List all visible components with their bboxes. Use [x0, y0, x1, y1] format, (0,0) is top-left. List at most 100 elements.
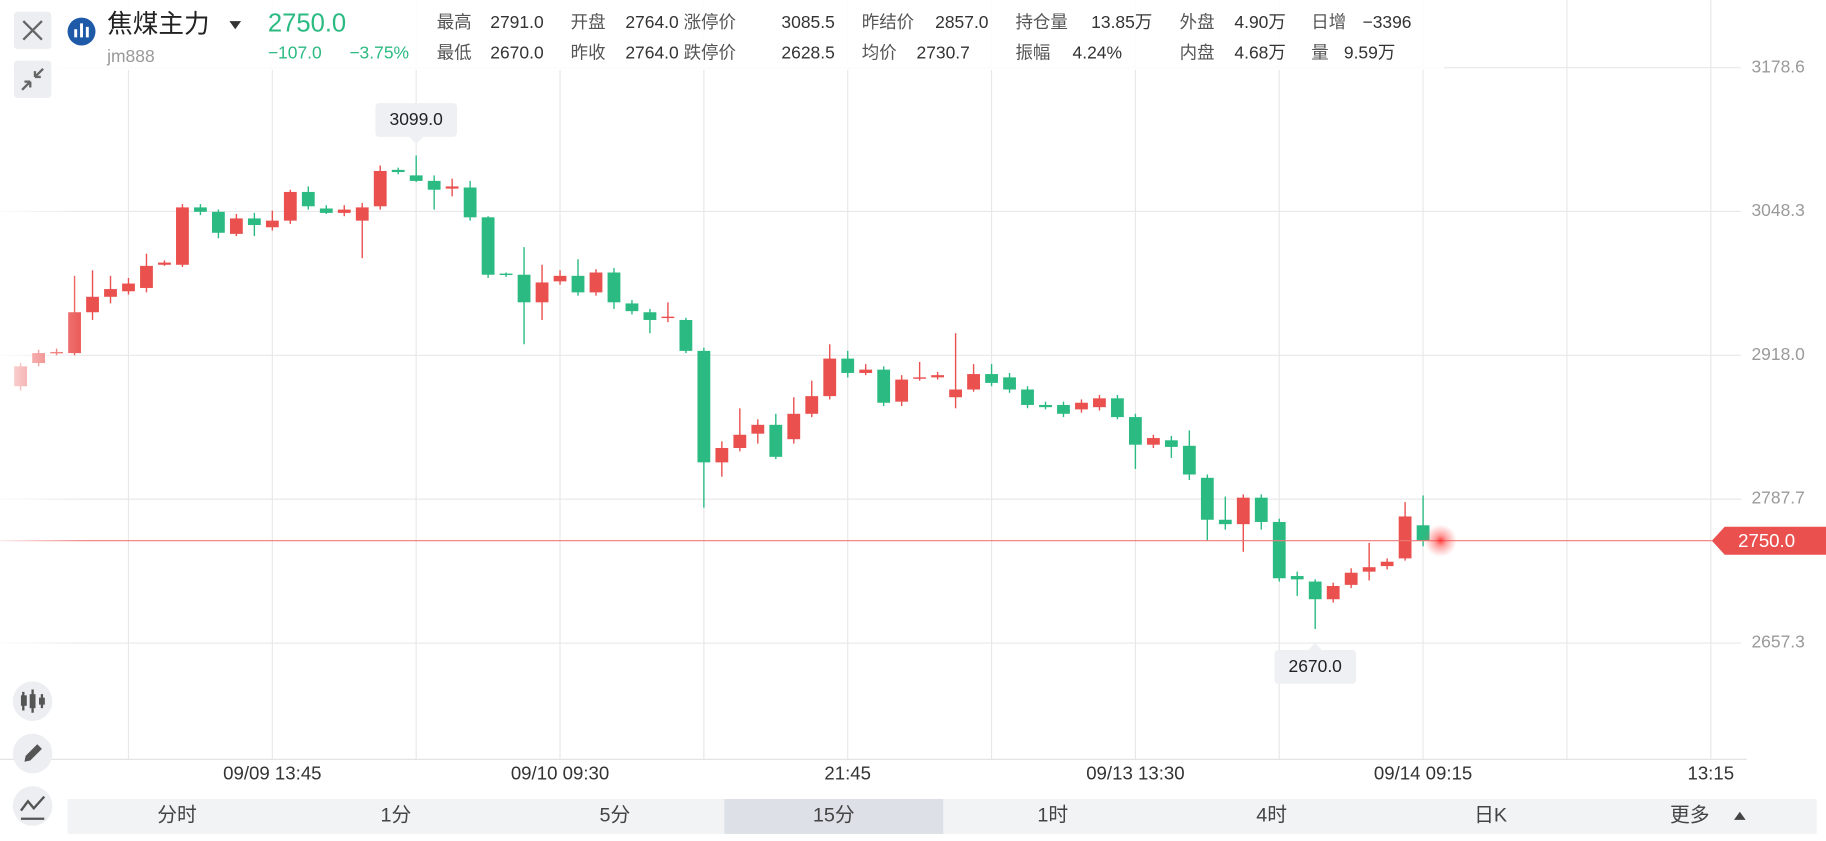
- candle-body: [733, 434, 747, 449]
- candle-body: [697, 350, 711, 463]
- candle-body: [1075, 402, 1088, 410]
- y-tick-label: 2918.0: [1751, 344, 1805, 364]
- period-tab[interactable]: 更多: [1670, 805, 1710, 827]
- extreme-label: 3099.0: [389, 109, 443, 129]
- header: 焦煤主力 jm888 2750.0 −107.0 −3.75% 最高 2791.0…: [0, 0, 1445, 98]
- stat-label: 涨停价: [684, 12, 736, 32]
- candle-body: [1398, 516, 1412, 559]
- candle-body: [229, 218, 243, 234]
- candle-body: [679, 319, 693, 351]
- candle-body: [445, 186, 459, 189]
- stat-value: 2670.0: [490, 42, 544, 62]
- stat-value: 9.59万: [1344, 42, 1395, 62]
- stat-value: 2791.0: [490, 12, 544, 32]
- candle-body: [194, 207, 207, 212]
- candle-body: [337, 209, 351, 213]
- candle-body: [319, 208, 333, 213]
- price-change-pct: −3.75%: [349, 42, 409, 62]
- candle-body: [589, 272, 603, 293]
- symbol-name[interactable]: 焦煤主力: [107, 9, 209, 38]
- candle-body: [841, 358, 855, 373]
- candle-body: [1182, 445, 1196, 475]
- extreme-pointer: [1308, 643, 1323, 650]
- candle-body: [931, 375, 945, 378]
- x-tick-label: 13:15: [1687, 762, 1734, 783]
- candle-body: [643, 312, 657, 320]
- candle-body: [140, 265, 153, 288]
- period-tab[interactable]: 15分: [813, 805, 855, 827]
- stat-label: 均价: [862, 42, 897, 62]
- stat-label: 最低: [437, 42, 472, 62]
- plot-area: 3178.6 3048.3 2918.0 2787.7 2657.3 09/09 13:4…: [0, 0, 1826, 783]
- stat-value: −3396: [1363, 12, 1412, 32]
- left-toolbar: [12, 681, 53, 826]
- y-tick-label: 3178.6: [1751, 56, 1804, 76]
- candle-body: [1218, 519, 1232, 525]
- candle-body: [211, 211, 225, 233]
- stat-label: 最高: [437, 12, 472, 32]
- tool-candles-icon-body: [39, 697, 45, 705]
- candle-body: [427, 180, 441, 190]
- last-price-label: 2750.0: [1738, 530, 1795, 551]
- candle-body: [1021, 389, 1034, 405]
- x-tick-label: 09/10 09:30: [511, 762, 609, 783]
- y-tick-label: 2657.3: [1751, 632, 1804, 652]
- symbol-dropdown[interactable]: [229, 21, 242, 30]
- period-tabs: 分时 1分 5分 15分 1时 4时 日K 更多: [67, 798, 1817, 834]
- period-tab[interactable]: 1分: [381, 805, 412, 827]
- candle-body: [535, 282, 549, 303]
- candle-body: [1308, 581, 1322, 600]
- candle-body: [1003, 377, 1016, 390]
- stat-value: 2628.5: [781, 42, 834, 62]
- last-price-glow: [1424, 524, 1457, 558]
- tool-candles-icon-body: [29, 694, 36, 709]
- candle-body: [1290, 576, 1304, 580]
- last-price-tag: [1711, 526, 1826, 555]
- candle-body: [787, 413, 801, 440]
- close-icon: [22, 20, 43, 41]
- more-arrow[interactable]: [1734, 811, 1746, 820]
- symbol-code: jm888: [106, 46, 155, 66]
- stat-label: 量: [1311, 42, 1328, 62]
- stat-label: 昨收: [571, 42, 606, 62]
- candle-body: [1272, 521, 1286, 579]
- period-tab[interactable]: 日K: [1474, 805, 1507, 827]
- stat-value: 4.24%: [1073, 42, 1123, 62]
- x-tick-label: 09/14 09:15: [1374, 762, 1472, 783]
- stat-value: 2764.0: [625, 12, 679, 32]
- period-tab[interactable]: 分时: [157, 805, 197, 827]
- candle-body: [1362, 567, 1376, 572]
- candle-body: [1236, 497, 1250, 525]
- price-change: −107.0: [268, 42, 322, 62]
- candle-body: [104, 289, 117, 297]
- stats: 最高 2791.0 开盘 2764.0 涨停价 3085.5 昨结价 2857.0 持仓量 13.…: [437, 12, 1412, 62]
- stat-label: 日增: [1311, 12, 1346, 32]
- collapse-icon: [21, 67, 44, 91]
- tool-candles-icon-body: [20, 695, 27, 706]
- candle-body: [877, 369, 891, 403]
- left-fade: [0, 0, 88, 760]
- candle-body: [1164, 440, 1178, 447]
- candle-body: [805, 396, 819, 414]
- collapse-button[interactable]: [13, 60, 52, 98]
- stat-value: 2857.0: [935, 12, 989, 32]
- stat-label: 持仓量: [1015, 12, 1067, 32]
- extreme-box: [375, 103, 457, 137]
- last-price: 2750.0: [268, 9, 346, 37]
- extreme-box: [1274, 649, 1356, 684]
- period-tab[interactable]: 5分: [599, 805, 630, 827]
- symbol-icon-bars: [74, 23, 89, 38]
- candle-body: [158, 262, 171, 265]
- candle-body: [823, 358, 837, 397]
- tool-draw-icon: [24, 744, 42, 762]
- period-tab[interactable]: 1时: [1037, 805, 1068, 827]
- x-tick-label: 21:45: [824, 762, 871, 783]
- candle-body: [1039, 404, 1052, 408]
- candle-body: [859, 369, 873, 373]
- candle-body: [1200, 477, 1214, 520]
- candle-body: [122, 283, 135, 292]
- extreme-label: 2670.0: [1289, 656, 1343, 676]
- period-tab[interactable]: 4时: [1256, 805, 1287, 827]
- stat-value: 4.68万: [1234, 42, 1285, 62]
